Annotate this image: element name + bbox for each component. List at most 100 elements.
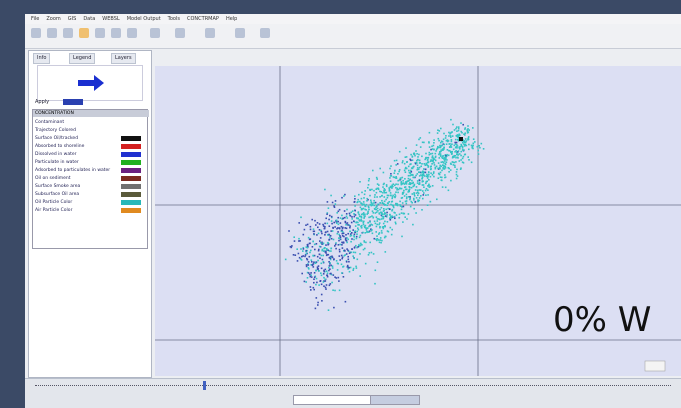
menu-item[interactable]: Data — [83, 16, 95, 22]
particle — [331, 220, 333, 222]
tool-button[interactable] — [235, 28, 245, 38]
particle — [478, 145, 480, 147]
particle — [385, 199, 387, 201]
particle — [430, 161, 432, 163]
particle — [423, 172, 425, 174]
tool-button[interactable] — [175, 28, 185, 38]
tool-button[interactable] — [31, 28, 41, 38]
particle — [417, 182, 419, 184]
particle — [365, 206, 367, 208]
particle — [455, 157, 457, 159]
tool-button[interactable] — [260, 28, 270, 38]
particle — [359, 275, 361, 277]
menu-item[interactable]: CONCTRMAP — [187, 16, 219, 22]
particle — [395, 187, 397, 189]
menu-item[interactable]: Tools — [168, 16, 180, 22]
tab[interactable]: Layers — [111, 53, 136, 64]
particle — [377, 238, 379, 240]
particle — [368, 254, 370, 256]
particle — [463, 162, 465, 164]
particle — [445, 159, 447, 161]
particle — [451, 139, 453, 141]
menu-item[interactable]: Zoom — [46, 16, 60, 22]
particle — [332, 265, 334, 267]
tab[interactable]: Legend — [69, 53, 95, 64]
particle — [472, 146, 474, 148]
particle — [459, 160, 461, 162]
particle — [454, 162, 456, 164]
particle — [380, 237, 382, 239]
tool-button[interactable] — [150, 28, 160, 38]
tool-button[interactable] — [63, 28, 73, 38]
particle — [412, 168, 414, 170]
particle — [415, 150, 417, 152]
particle — [408, 183, 410, 185]
menu-item[interactable]: Help — [226, 16, 237, 22]
apply-button[interactable]: Apply — [35, 99, 49, 105]
particle — [408, 196, 410, 198]
particle — [369, 221, 371, 223]
particle — [363, 208, 365, 210]
particle — [356, 221, 358, 223]
particle — [396, 177, 398, 179]
particle — [416, 197, 418, 199]
menu-item[interactable]: GIS — [68, 16, 77, 22]
particle — [307, 277, 309, 279]
time-slider[interactable] — [35, 385, 671, 390]
particle — [409, 172, 411, 174]
particle — [414, 184, 416, 186]
menu-item[interactable]: File — [31, 16, 39, 22]
particle — [412, 182, 414, 184]
particle — [301, 259, 303, 261]
particle — [390, 216, 392, 218]
particle — [398, 171, 400, 173]
playback-controls[interactable] — [370, 395, 420, 405]
particle — [417, 159, 419, 161]
particle — [391, 234, 393, 236]
particle — [338, 244, 340, 246]
time-field[interactable] — [293, 395, 375, 405]
menu-item[interactable]: Model Output — [127, 16, 161, 22]
tool-button[interactable] — [47, 28, 57, 38]
particle — [334, 290, 336, 292]
particle — [341, 244, 343, 246]
particle — [364, 216, 366, 218]
menu-bar: File Zoom GIS Data WEBSL Model Output Tools CON… — [25, 14, 681, 24]
particle — [376, 178, 378, 180]
particle — [293, 236, 295, 238]
particle — [383, 208, 385, 210]
menu-item[interactable]: WEBSL — [102, 16, 119, 22]
particle — [439, 130, 441, 132]
particle — [397, 192, 399, 194]
particle — [406, 203, 408, 205]
particle — [354, 246, 356, 248]
particle — [327, 272, 329, 274]
particle — [382, 192, 384, 194]
particle — [366, 232, 368, 234]
particle — [468, 144, 470, 146]
particle — [466, 129, 468, 131]
slider-thumb[interactable] — [203, 381, 206, 390]
particle — [383, 190, 385, 192]
particle — [352, 269, 354, 271]
particle — [394, 194, 396, 196]
tool-button[interactable] — [79, 28, 89, 38]
slider[interactable] — [63, 99, 83, 105]
particle — [402, 221, 404, 223]
tool-button[interactable] — [95, 28, 105, 38]
particle — [318, 284, 320, 286]
particle — [359, 201, 361, 203]
particle — [345, 301, 347, 303]
particle — [339, 249, 341, 251]
particle — [317, 260, 319, 262]
particle — [316, 278, 318, 280]
tab[interactable]: Info — [33, 53, 50, 64]
tool-button[interactable] — [205, 28, 215, 38]
particle — [412, 224, 414, 226]
particle — [394, 172, 396, 174]
particle — [451, 146, 453, 148]
tool-button[interactable] — [111, 28, 121, 38]
tool-button[interactable] — [127, 28, 137, 38]
particle — [330, 235, 332, 237]
particle — [432, 148, 434, 150]
